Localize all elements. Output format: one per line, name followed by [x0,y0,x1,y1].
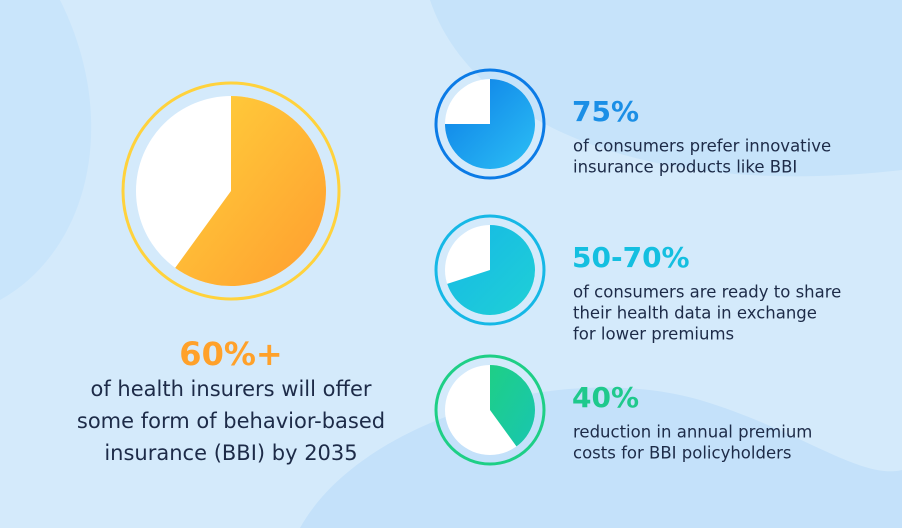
stat-caption: insurance (BBI) by 2035 [104,441,357,465]
pie-slice [447,225,535,315]
pie-slice [445,79,535,169]
stat-caption: costs for BBI policyholders [573,444,791,463]
stat-caption: of consumers are ready to share [573,283,841,302]
stat-caption: of health insurers will offer [90,377,371,401]
pie-ring [434,68,546,180]
stat-value: 60%+ [179,335,282,373]
stat-value: 50-70% [572,241,690,274]
stat-value: 75% [572,95,639,128]
background-blob [0,0,92,300]
stat-caption: of consumers prefer innovative [573,137,831,156]
pie-ring [434,354,546,466]
stat-caption: for lower premiums [573,325,734,344]
background-blob [430,0,902,177]
pie-ring [121,81,341,301]
stat-caption: insurance products like BBI [573,158,797,177]
pie-slice [175,96,326,286]
pie-slice [490,365,535,447]
stat-caption: their health data in exchange [573,304,817,323]
stat-caption: some form of behavior-based [77,409,385,433]
stat-caption: reduction in annual premium [573,423,812,442]
stat-value: 40% [572,381,639,414]
pie-ring [434,214,546,326]
